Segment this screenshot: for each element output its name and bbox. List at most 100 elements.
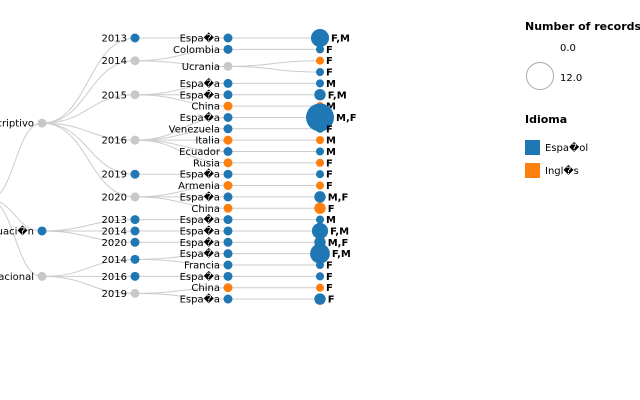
country-node — [223, 226, 233, 236]
leaf-node — [315, 79, 325, 88]
country-node — [223, 158, 233, 168]
year-node — [130, 226, 140, 236]
country-label: Espa�a — [180, 213, 220, 226]
group-node — [37, 118, 47, 128]
group-node — [37, 271, 47, 281]
country-node — [223, 260, 233, 270]
sex-label: F — [326, 56, 333, 67]
country-label: Espa�a — [180, 190, 220, 203]
country-node — [223, 90, 233, 100]
leaf-node — [315, 136, 325, 145]
year-country-link — [134, 94, 229, 107]
leaf-node — [314, 191, 326, 203]
leaf-node — [315, 45, 325, 54]
root-link — [0, 205, 43, 277]
group-year-link — [41, 230, 136, 243]
leaf-node — [315, 158, 325, 167]
sex-label: F — [326, 181, 333, 192]
country-label: Espa�a — [180, 270, 220, 283]
country-node — [223, 101, 233, 111]
sex-label: F — [326, 261, 333, 272]
country-label: Ecuador — [179, 147, 221, 158]
country-label: Colombia — [173, 45, 220, 56]
country-node — [223, 44, 233, 54]
sex-label: F — [326, 158, 333, 169]
year-label: 2019 — [102, 289, 127, 300]
group-label: Evaluaci�n — [0, 224, 34, 237]
legend-color-title: Idioma — [525, 113, 567, 126]
year-node — [130, 192, 140, 202]
country-node — [223, 169, 233, 179]
year-label: 2020 — [102, 238, 127, 249]
country-node — [223, 181, 233, 191]
root-link — [0, 122, 43, 195]
year-country-link — [134, 60, 229, 67]
legend-size-value-min: 0.0 — [560, 43, 576, 54]
country-label: Espa�a — [180, 77, 220, 90]
leaf-node — [311, 222, 329, 240]
sex-label: M — [326, 79, 336, 90]
sex-label: F — [326, 68, 333, 79]
leaf-node — [306, 103, 334, 132]
country-label: Ucrania — [182, 62, 220, 73]
year-label: 2013 — [102, 215, 127, 226]
legend-size-circle — [526, 62, 554, 90]
year-label: 2014 — [102, 56, 127, 67]
sex-label: M — [326, 215, 336, 226]
country-node — [223, 61, 233, 71]
year-node — [130, 169, 140, 179]
sex-label: F — [326, 272, 333, 283]
group-label: Correlacional — [0, 272, 34, 283]
country-node — [223, 249, 233, 259]
sex-label: M — [326, 136, 336, 147]
legend: Number of records 0.0 12.0 Idioma Espa�ol Ing… — [525, 20, 640, 178]
tree-nodes: Descriptivo 2013 Espa�a F,M 2014 Colombia F Ucr… — [0, 28, 357, 306]
year-country-link — [134, 258, 229, 266]
sex-label: F — [328, 204, 335, 215]
leaf-node — [315, 124, 325, 133]
sex-label: M,F — [336, 113, 357, 124]
sex-label: F,M — [330, 226, 349, 237]
country-node — [223, 192, 233, 202]
country-node — [223, 124, 233, 134]
country-node — [223, 271, 233, 281]
country-label: Espa�a — [180, 224, 220, 237]
country-leaf-link — [227, 60, 321, 67]
year-node — [130, 271, 140, 281]
sex-label: F — [326, 170, 333, 181]
country-node — [223, 237, 233, 247]
legend-color-swatch — [525, 163, 540, 178]
year-label: 2016 — [102, 272, 127, 283]
year-country-link — [134, 139, 229, 164]
country-node — [223, 215, 233, 225]
group-year-link — [41, 275, 136, 294]
year-country-link — [134, 196, 229, 209]
group-year-link — [41, 94, 136, 124]
sex-label: F — [328, 295, 335, 306]
year-label: 2019 — [102, 170, 127, 181]
sex-label: M — [326, 147, 336, 158]
country-label: Espa�a — [180, 168, 220, 181]
sex-label: F — [326, 45, 333, 56]
group-year-link — [41, 122, 136, 198]
year-label: 2020 — [102, 192, 127, 203]
leaf-node — [315, 272, 325, 281]
year-country-link — [134, 292, 229, 300]
sex-label: F — [326, 283, 333, 294]
legend-color-label: Espa�ol — [545, 141, 588, 154]
country-node — [223, 135, 233, 145]
country-label: Venezuela — [169, 124, 220, 135]
sex-label: F,M — [328, 90, 347, 101]
root-link — [0, 201, 43, 232]
leaf-node — [315, 181, 325, 190]
group-year-link — [41, 60, 136, 124]
legend-color-label: Ingl�s — [545, 164, 579, 177]
country-leaf-link — [227, 65, 321, 73]
country-label: Espa�a — [180, 247, 220, 260]
group-node — [37, 226, 47, 236]
sex-label: M,F — [328, 192, 349, 203]
leaf-node — [310, 28, 330, 48]
year-node — [130, 215, 140, 225]
country-label: Francia — [184, 261, 220, 272]
